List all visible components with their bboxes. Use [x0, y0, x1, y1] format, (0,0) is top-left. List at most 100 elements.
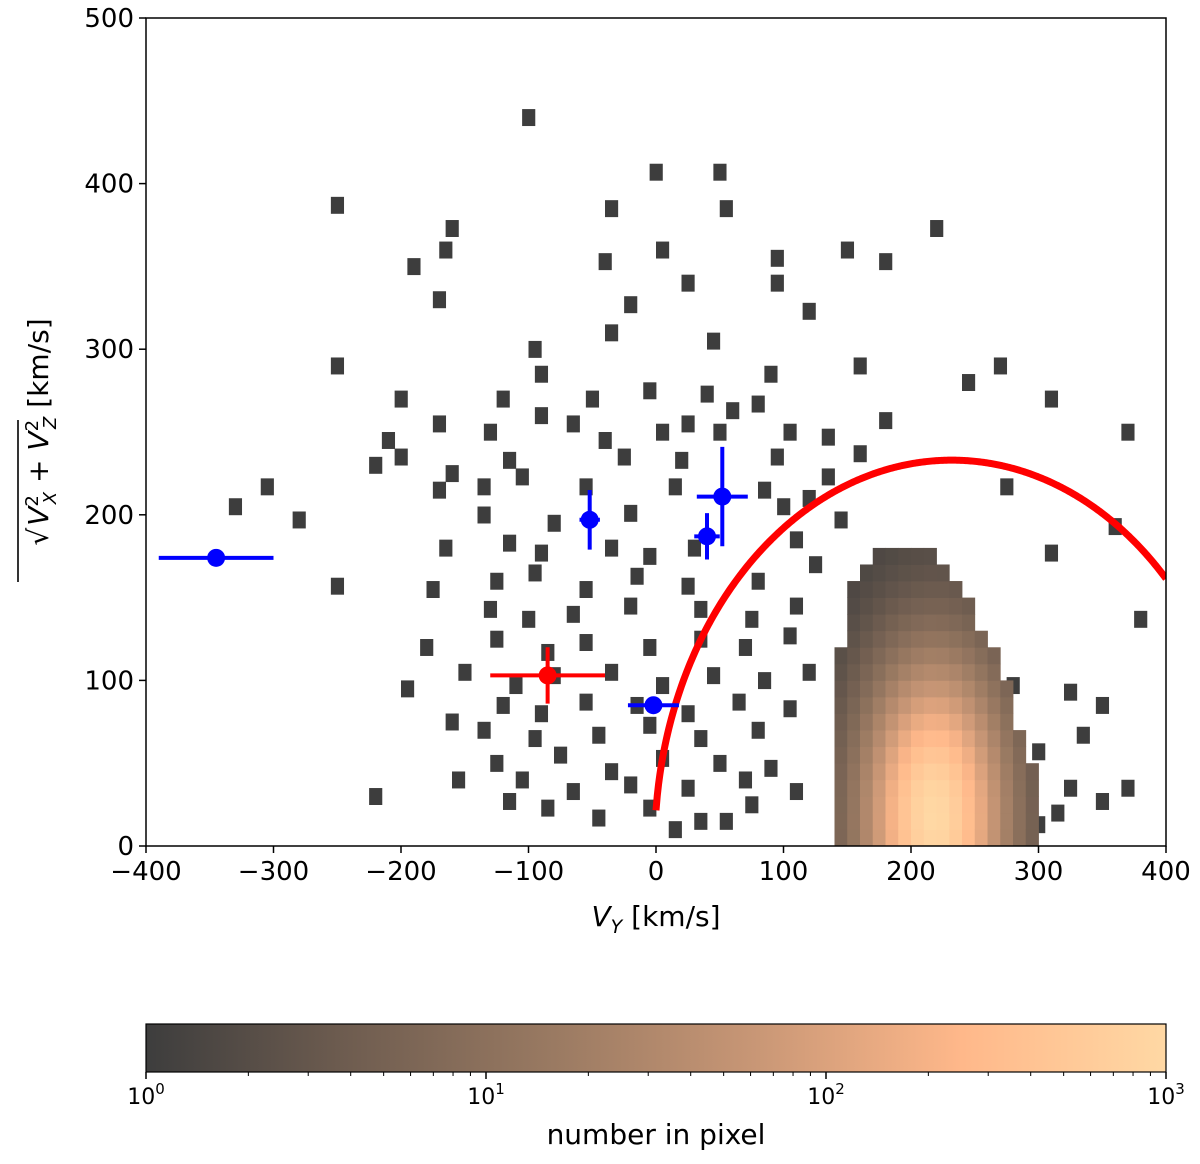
heatmap-cell: [949, 614, 963, 632]
heatmap-cell: [949, 812, 963, 830]
heatmap-cell: [445, 465, 459, 483]
boundary-curve: [652, 456, 1166, 811]
heatmap-cell: [923, 713, 937, 731]
heatmap-cell: [643, 382, 657, 400]
heatmap-cell: [789, 531, 804, 549]
heatmap-cell: [809, 556, 823, 574]
heatmap-cell: [930, 220, 944, 237]
heatmap-cell: [490, 754, 504, 772]
heatmap-cell: [432, 481, 447, 499]
heatmap-cell: [872, 630, 886, 648]
heatmap-cell: [490, 630, 504, 648]
heatmap-cell: [687, 539, 702, 557]
heatmap-cell: [923, 663, 937, 681]
data-point: [579, 489, 600, 550]
heatmap-cell: [605, 200, 619, 218]
heatmap-cell: [962, 647, 976, 665]
heatmap-cell: [1000, 478, 1014, 496]
heatmap-cell: [872, 696, 886, 714]
heatmap-cell: [974, 829, 988, 846]
heatmap-cell: [292, 511, 306, 529]
heatmap-cell: [458, 663, 472, 681]
curve-layer: [652, 456, 1166, 811]
heatmap-cell: [962, 614, 976, 632]
heatmap-cell: [707, 332, 721, 350]
heatmap-cell: [962, 680, 976, 698]
heatmap-cell: [407, 258, 421, 276]
heatmap-cell: [885, 796, 899, 814]
heatmap-cell: [432, 291, 447, 309]
heatmap-cell: [426, 581, 440, 598]
heatmap-cell: [534, 544, 549, 562]
heatmap: [228, 109, 1148, 846]
heatmap-cell: [477, 506, 491, 524]
heatmap-cell: [738, 639, 753, 656]
heatmap-cell: [987, 647, 1001, 665]
heatmap-cell: [1025, 829, 1039, 846]
heatmap-cell: [898, 614, 912, 632]
heatmap-cell: [911, 746, 925, 764]
heatmap-cell: [993, 357, 1008, 375]
heatmap-cell: [911, 564, 925, 582]
heatmap-cell: [369, 788, 383, 805]
heatmap-cell: [885, 564, 899, 582]
heatmap-cell: [834, 730, 848, 748]
heatmap-cell: [432, 415, 447, 433]
heatmap-cell: [802, 663, 816, 681]
colorbar-tick-label: 103: [1147, 1080, 1185, 1110]
x-tick-label: −200: [365, 857, 436, 887]
heatmap-cell: [885, 713, 899, 731]
heatmap-cell: [668, 821, 682, 839]
heatmap-cell: [911, 630, 925, 648]
heatmap-cell: [656, 677, 670, 695]
heatmap-cell: [923, 597, 937, 615]
heatmap-cell: [860, 730, 874, 748]
heatmap-cell: [949, 630, 963, 648]
heatmap-cell: [962, 374, 976, 391]
heatmap-cell: [585, 390, 600, 408]
heatmap-cell: [860, 779, 874, 797]
heatmap-cell: [758, 672, 772, 690]
heatmap-cell: [879, 253, 893, 271]
heatmap-cell: [1095, 696, 1110, 714]
colorbar-ticks: 100 101 102 103: [127, 1072, 1185, 1110]
heatmap-cell: [885, 696, 899, 714]
point-marker: [644, 696, 663, 715]
heatmap-cell: [681, 779, 695, 797]
heatmap-cell: [936, 663, 950, 681]
heatmap-cell: [668, 478, 682, 496]
heatmap-cell: [949, 581, 963, 598]
heatmap-cell: [738, 771, 753, 789]
heatmap-cell: [1000, 812, 1014, 830]
heatmap-cell: [885, 779, 899, 797]
heatmap-cell: [751, 721, 765, 739]
heatmap-cell: [853, 357, 867, 375]
heatmap-cell: [923, 680, 937, 698]
heatmap-cell: [962, 597, 976, 615]
heatmap-cell: [962, 696, 976, 714]
heatmap-cell: [1000, 746, 1014, 764]
data-point: [696, 446, 748, 547]
heatmap-cell: [1134, 610, 1148, 628]
heatmap-cell: [713, 754, 727, 772]
heatmap-cell: [949, 829, 963, 846]
heatmap-cell: [987, 730, 1001, 748]
heatmap-cell: [898, 630, 912, 648]
heatmap-cell: [1013, 796, 1027, 814]
heatmap-cell: [936, 597, 950, 615]
heatmap-cell: [802, 302, 816, 320]
heatmap-cell: [515, 771, 529, 789]
heatmap-cell: [923, 796, 937, 814]
heatmap-cell: [770, 274, 784, 292]
heatmap-cell: [579, 693, 593, 711]
heatmap-cell: [974, 696, 988, 714]
heatmap-cell: [566, 605, 580, 623]
heatmap-cell: [898, 779, 912, 797]
data-point: [490, 647, 605, 704]
heatmap-cell: [885, 829, 899, 846]
heatmap-cell: [1025, 763, 1039, 781]
x-tick-label: 300: [1014, 857, 1064, 887]
heatmap-cell: [885, 763, 899, 781]
heatmap-cell: [401, 680, 415, 698]
